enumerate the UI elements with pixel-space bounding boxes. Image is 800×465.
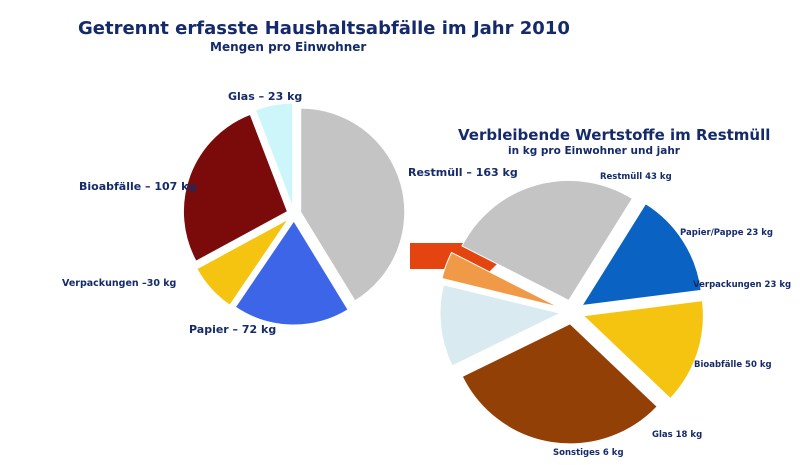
label-glas: Glas – 23 kg — [228, 90, 302, 103]
pie-slice-papier — [234, 220, 349, 326]
pie-slice-bioabfaelle — [461, 323, 658, 445]
chart2-subtitle: in kg pro Einwohner und jahr — [508, 145, 680, 157]
chart1-subtitle: Mengen pro Einwohner — [210, 40, 367, 54]
pie-slice-bioabfaelle — [182, 113, 289, 262]
pie-slice-verpackungen — [582, 300, 704, 400]
chart2-title: Verbleibende Wertstoffe im Restmüll — [458, 126, 771, 144]
pie-slice-glas — [439, 284, 562, 367]
label-restmuell: Restmüll – 163 kg — [408, 166, 518, 179]
label2-verpackungen: Verpackungen 23 kg — [693, 280, 791, 290]
pie-chart-1 — [182, 102, 406, 326]
label2-sonstiges: Sonstiges 6 kg — [553, 448, 624, 458]
label-verpackungen: Verpackungen –30 kg — [62, 278, 176, 289]
pie-chart-2 — [439, 179, 704, 445]
pie-slice-restmuell — [461, 179, 634, 302]
pie-slice-glas — [254, 102, 294, 208]
label2-papier: Papier/Pappe 23 kg — [680, 228, 773, 238]
pie-slice-verpackungen — [196, 218, 289, 306]
label-bioabfaelle: Bioabfälle – 107 kg — [79, 180, 196, 193]
pie-slice-papier — [581, 203, 702, 307]
pie-slice-sonstiges — [441, 251, 559, 308]
label-papier: Papier – 72 kg — [189, 323, 276, 336]
pie-slice-restmuell — [300, 107, 406, 302]
label2-glas: Glas 18 kg — [652, 430, 702, 440]
chart1-title: Getrennt erfasste Haushaltsabfälle im Ja… — [78, 18, 570, 39]
label2-restmuell: Restmüll 43 kg — [600, 172, 672, 182]
label2-bioabfaelle: Bioabfälle 50 kg — [694, 360, 772, 370]
